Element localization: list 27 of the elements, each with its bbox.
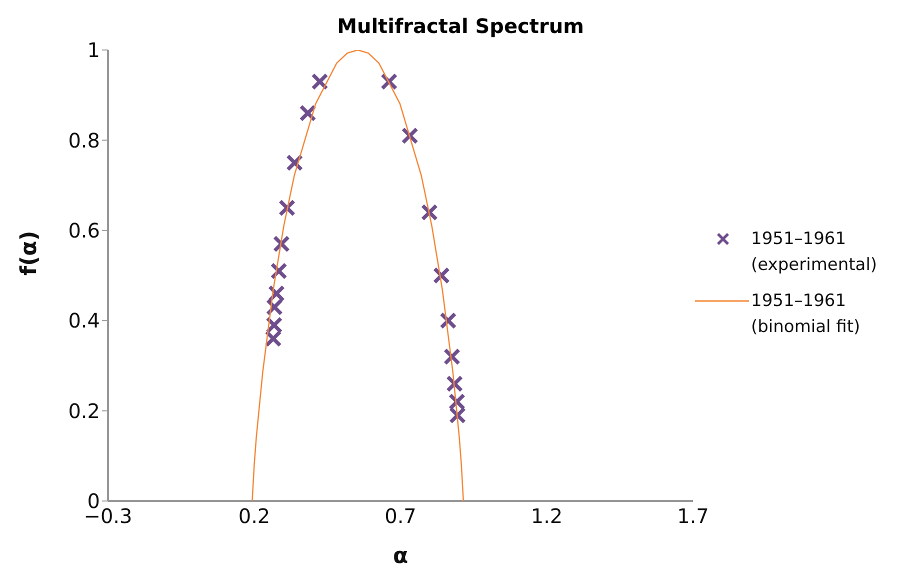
point [433, 268, 450, 284]
point [402, 128, 418, 144]
y-tick-label: 1 [87, 38, 100, 62]
chart-title: Multifractal Spectrum [336, 14, 585, 38]
point [312, 74, 328, 90]
legend-label: 1951–1961 (binomial fit) [751, 290, 862, 338]
y-tick-label: 0.4 [68, 308, 100, 333]
x-tick-label: 0.7 [384, 504, 416, 528]
y-tick-label: 0.8 [68, 128, 100, 152]
line-series [252, 50, 464, 501]
point [421, 204, 438, 220]
y-axis-title: f(α) [16, 230, 42, 276]
point [300, 105, 316, 122]
x-tick-label: 0.2 [238, 504, 270, 528]
point [273, 236, 290, 252]
point [446, 376, 463, 392]
x-tick-label: 1.2 [530, 504, 563, 528]
legend-label: 1951–1961 (experimental) [751, 228, 878, 276]
point [444, 348, 460, 365]
y-tick-label: 0.6 [68, 218, 100, 242]
y-tick-label: 0.2 [68, 398, 100, 423]
point [279, 200, 296, 216]
x-tick-label: 1.7 [677, 504, 709, 528]
x-axis-title: α [392, 544, 408, 569]
point [265, 330, 282, 347]
point [450, 407, 466, 424]
point [440, 312, 456, 329]
